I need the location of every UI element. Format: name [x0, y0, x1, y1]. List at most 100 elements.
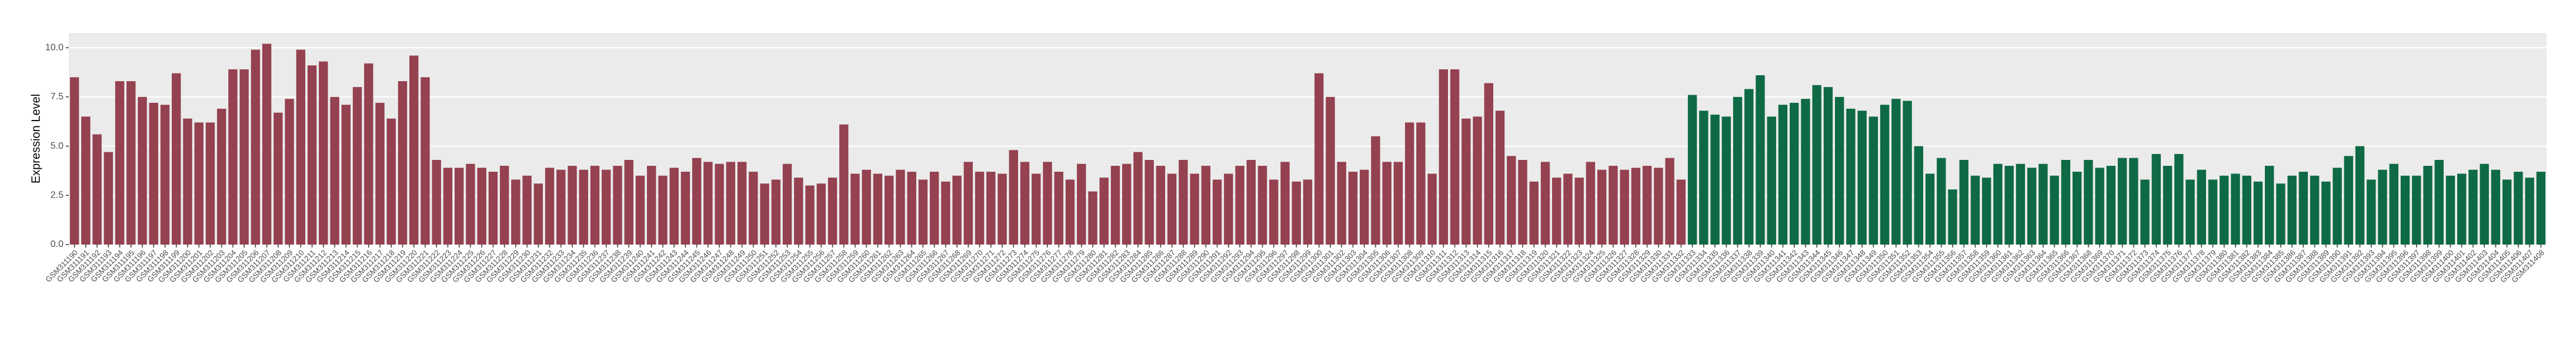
- bar: [1507, 156, 1516, 245]
- bar: [2016, 163, 2026, 245]
- bar: [1642, 166, 1652, 245]
- bar: [737, 162, 747, 245]
- bar: [1427, 173, 1437, 245]
- bar: [2287, 175, 2297, 245]
- bar: [2298, 172, 2308, 245]
- bar: [1167, 173, 1177, 245]
- bar: [658, 175, 668, 245]
- bar: [1235, 166, 1244, 245]
- bar: [1699, 111, 1709, 245]
- bar: [2514, 172, 2523, 245]
- bar: [635, 175, 645, 245]
- bar: [680, 172, 690, 245]
- bar: [1801, 99, 1810, 245]
- bar: [1868, 116, 1878, 245]
- bar: [194, 122, 203, 245]
- bar: [1790, 102, 1799, 245]
- bar: [1303, 179, 1313, 245]
- bar: [568, 166, 577, 245]
- bar: [2253, 181, 2263, 245]
- bar: [2310, 175, 2320, 245]
- bar: [2140, 179, 2150, 245]
- bar: [1065, 179, 1075, 245]
- bar: [839, 124, 849, 245]
- bar: [2084, 160, 2093, 245]
- bar: [454, 168, 464, 245]
- y-tick-label: 5.0: [51, 141, 64, 151]
- bar: [918, 179, 928, 245]
- bar: [352, 87, 362, 245]
- bar: [941, 181, 950, 245]
- bar: [2072, 172, 2082, 245]
- bar: [1982, 178, 1991, 245]
- bar: [477, 168, 486, 245]
- bar: [1834, 96, 1844, 245]
- bar: [330, 96, 339, 245]
- bar: [533, 183, 543, 245]
- bar: [545, 168, 555, 245]
- bar: [2378, 169, 2387, 245]
- bar: [647, 166, 656, 245]
- bar: [873, 173, 883, 245]
- bar: [2480, 163, 2489, 245]
- bar: [375, 102, 385, 245]
- bar: [1201, 166, 1211, 245]
- bar: [1846, 108, 1856, 245]
- bar: [2208, 179, 2218, 245]
- bar: [1597, 169, 1607, 245]
- bar: [2445, 175, 2455, 245]
- bar: [466, 163, 475, 245]
- bar: [273, 112, 283, 245]
- bar: [126, 81, 136, 245]
- bar: [1224, 173, 1233, 245]
- bar: [1280, 162, 1290, 245]
- bar: [1257, 166, 1267, 245]
- bar: [1348, 172, 1358, 245]
- bar: [1144, 160, 1154, 245]
- bar: [703, 162, 713, 245]
- bar: [1687, 95, 1697, 245]
- bar: [2355, 146, 2365, 245]
- bar: [2050, 175, 2059, 245]
- bar: [2502, 179, 2512, 245]
- bar: [69, 77, 79, 245]
- bar: [398, 81, 408, 245]
- bar: [2525, 178, 2534, 245]
- bar: [805, 185, 815, 245]
- bar: [885, 175, 894, 245]
- bar: [2151, 153, 2161, 245]
- bar: [2061, 160, 2071, 245]
- bar: [2457, 173, 2467, 245]
- bar: [1710, 114, 1720, 245]
- bar: [2367, 179, 2376, 245]
- bar: [602, 169, 611, 245]
- bar: [1970, 175, 1980, 245]
- bar: [907, 172, 916, 245]
- bar: [228, 69, 238, 245]
- bar: [2163, 166, 2173, 245]
- bar: [669, 168, 679, 245]
- bar: [2174, 153, 2184, 245]
- bar: [1020, 162, 1030, 245]
- bar: [2536, 172, 2546, 245]
- bar: [1133, 152, 1143, 245]
- bar: [1620, 169, 1629, 245]
- bar: [1891, 99, 1901, 245]
- bar: [183, 118, 192, 245]
- bar: [1518, 160, 1527, 245]
- bar: [2276, 183, 2285, 245]
- bar: [749, 172, 758, 245]
- bar: [81, 116, 91, 245]
- bar: [1404, 122, 1414, 245]
- bar: [1586, 162, 1596, 245]
- bar: [1461, 118, 1471, 245]
- bar: [285, 99, 294, 245]
- bar: [1043, 162, 1052, 245]
- bar: [1099, 178, 1109, 245]
- bar: [613, 166, 622, 245]
- bar: [1326, 96, 1335, 245]
- bar: [1529, 181, 1539, 245]
- bar: [1450, 69, 1460, 245]
- bar: [296, 49, 306, 245]
- bar: [1246, 160, 1256, 245]
